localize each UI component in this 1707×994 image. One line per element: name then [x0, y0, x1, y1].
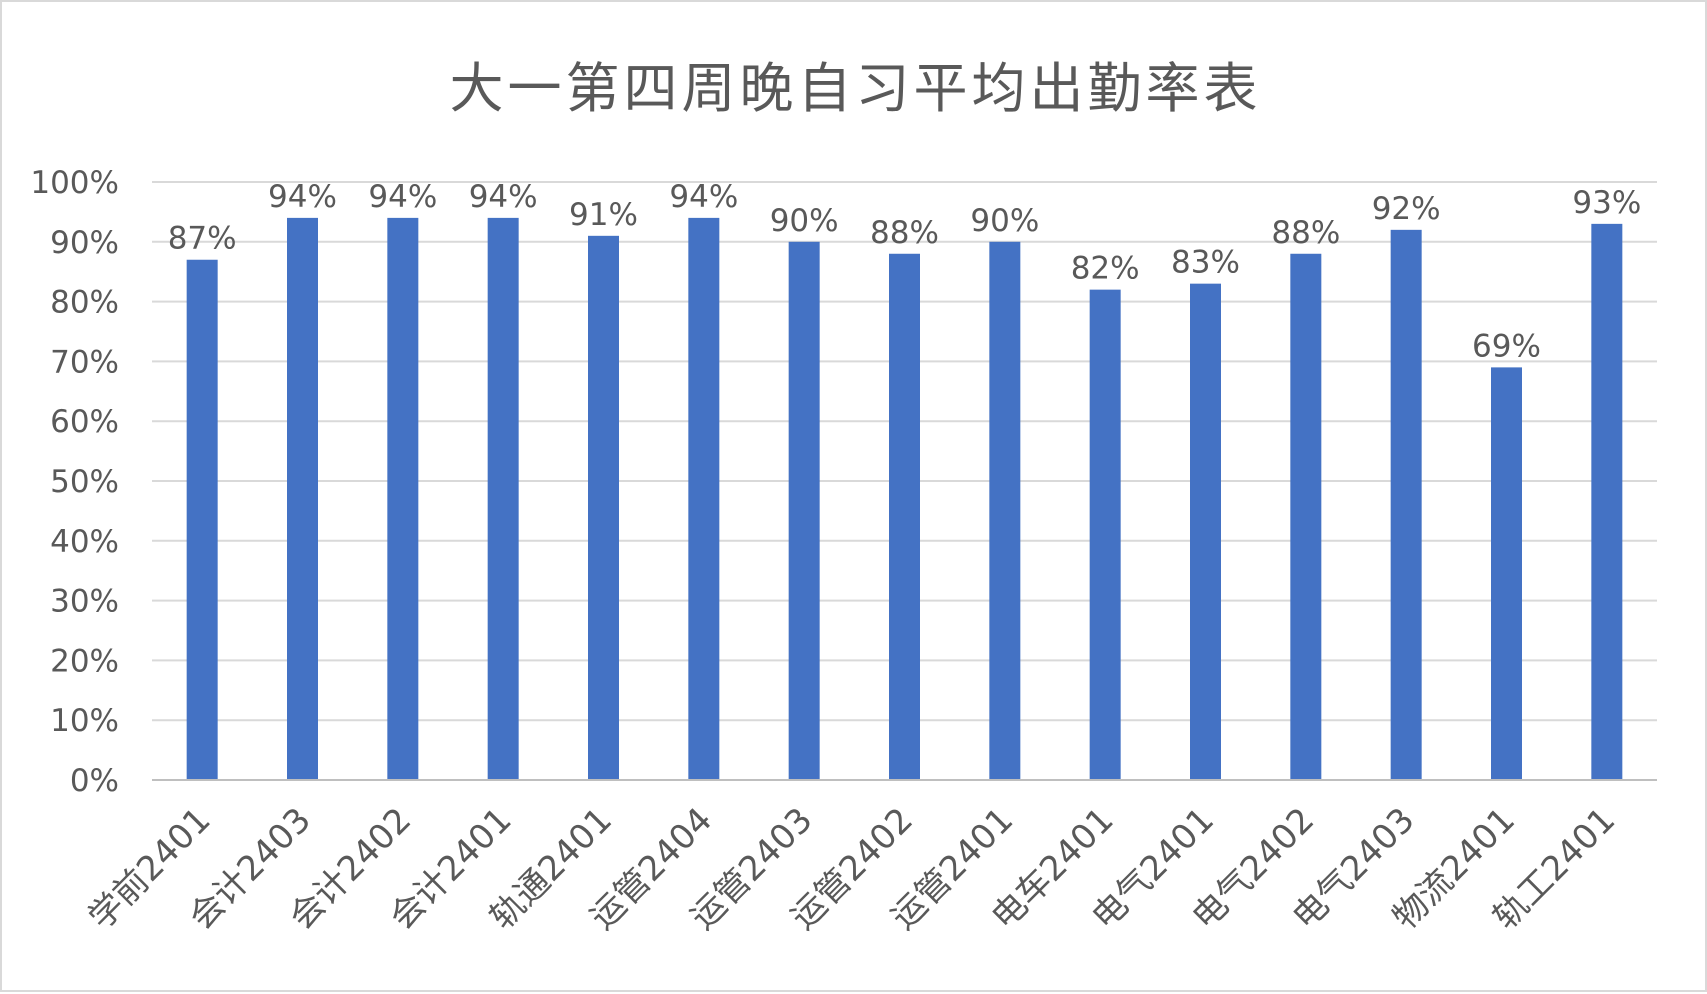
bar: [989, 241, 1021, 781]
bar: [287, 217, 318, 780]
bar: [1491, 367, 1522, 780]
data-label: 90%: [970, 203, 1039, 239]
data-label: 87%: [168, 221, 237, 257]
data-label: 91%: [569, 197, 638, 233]
y-axis-ticks: 0% 10% 20% 30% 40% 50% 60% 70% 80% 90% 100%: [30, 165, 119, 799]
bar: [588, 235, 619, 780]
y-tick-label: 20%: [50, 643, 119, 679]
bar: [688, 217, 720, 780]
bar: [1089, 289, 1121, 780]
data-labels: 87% 94% 94% 94% 91% 94% 90% 88% 90% 82% 83% 88% 92% 6…: [168, 179, 1642, 365]
data-label: 88%: [1271, 215, 1340, 251]
y-tick-label: 100%: [30, 165, 119, 201]
y-tick-label: 0%: [70, 763, 119, 799]
bar: [889, 253, 920, 780]
bar: [186, 259, 218, 780]
data-label: 69%: [1472, 328, 1541, 364]
y-tick-label: 40%: [50, 524, 119, 560]
data-label: 83%: [1171, 245, 1240, 281]
data-label: 94%: [469, 179, 538, 215]
bars: [186, 217, 1623, 781]
y-tick-label: 80%: [50, 285, 119, 321]
bar: [788, 241, 820, 781]
bar: [487, 217, 519, 780]
y-tick-label: 10%: [50, 703, 119, 739]
y-tick-label: 50%: [50, 464, 119, 500]
data-label: 88%: [870, 215, 939, 251]
y-tick-label: 30%: [50, 584, 119, 620]
bar: [1390, 229, 1422, 781]
data-label: 94%: [268, 179, 337, 215]
data-label: 94%: [368, 179, 437, 215]
bar: [1290, 253, 1322, 780]
data-label: 82%: [1071, 251, 1140, 287]
bar: [1190, 283, 1221, 780]
chart-title: 大一第四周晚自习平均出勤率表: [449, 57, 1262, 120]
data-label: 90%: [770, 203, 839, 239]
data-label: 93%: [1572, 185, 1641, 221]
bar: [1591, 223, 1623, 781]
bar: [387, 217, 419, 780]
data-label: 94%: [669, 179, 738, 215]
y-tick-label: 90%: [50, 225, 119, 261]
y-tick-label: 70%: [50, 344, 119, 380]
data-label: 92%: [1372, 191, 1441, 227]
y-tick-label: 60%: [50, 404, 119, 440]
x-axis-ticks: 学前2401会计2403会计2402会计2401轨通2401运管2404运管24…: [81, 800, 1623, 938]
